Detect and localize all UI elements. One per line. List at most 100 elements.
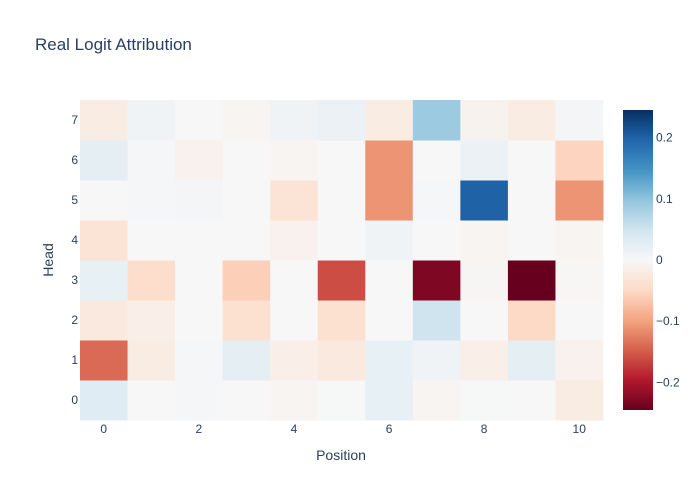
heatmap-cell[interactable]	[317, 340, 366, 381]
heatmap-cell[interactable]	[175, 260, 224, 301]
heatmap-cells	[80, 100, 604, 421]
heatmap-cell[interactable]	[270, 100, 319, 141]
heatmap-cell[interactable]	[460, 180, 509, 221]
heatmap-cell[interactable]	[80, 340, 129, 381]
heatmap-cell[interactable]	[507, 380, 556, 421]
heatmap-cell[interactable]	[270, 300, 319, 341]
heatmap-cell[interactable]	[460, 340, 509, 381]
heatmap-cell[interactable]	[317, 220, 366, 261]
heatmap-cell[interactable]	[317, 300, 366, 341]
heatmap-cell[interactable]	[127, 180, 176, 221]
x-tick-label: 0	[100, 422, 107, 436]
heatmap-cell[interactable]	[507, 100, 556, 141]
heatmap-cell[interactable]	[365, 100, 414, 141]
y-axis-ticks: 0 1 2 3 4 5 6 7	[71, 113, 78, 407]
heatmap-cell[interactable]	[127, 220, 176, 261]
heatmap-cell[interactable]	[80, 380, 129, 421]
heatmap-cell[interactable]	[460, 300, 509, 341]
heatmap-cell[interactable]	[460, 140, 509, 181]
heatmap-cell[interactable]	[222, 260, 271, 301]
heatmap-cell[interactable]	[507, 140, 556, 181]
y-tick-label: 7	[71, 113, 78, 127]
heatmap-cell[interactable]	[270, 380, 319, 421]
heatmap-cell[interactable]	[222, 220, 271, 261]
heatmap-cell[interactable]	[507, 220, 556, 261]
heatmap-cell[interactable]	[412, 380, 461, 421]
heatmap-cell[interactable]	[555, 260, 604, 301]
x-tick-label: 6	[386, 422, 393, 436]
heatmap-cell[interactable]	[80, 100, 129, 141]
heatmap-cell[interactable]	[460, 380, 509, 421]
heatmap-cell[interactable]	[222, 100, 271, 141]
heatmap-cell[interactable]	[412, 100, 461, 141]
heatmap-cell[interactable]	[270, 180, 319, 221]
heatmap-cell[interactable]	[270, 260, 319, 301]
heatmap-cell[interactable]	[365, 140, 414, 181]
heatmap-cell[interactable]	[270, 140, 319, 181]
heatmap-cell[interactable]	[127, 300, 176, 341]
x-axis-title: Position	[316, 447, 366, 463]
heatmap-cell[interactable]	[175, 180, 224, 221]
heatmap-cell[interactable]	[365, 340, 414, 381]
heatmap-cell[interactable]	[555, 140, 604, 181]
heatmap-cell[interactable]	[175, 100, 224, 141]
heatmap-cell[interactable]	[175, 220, 224, 261]
heatmap-cell[interactable]	[507, 260, 556, 301]
colorbar-tick-label: 0.1	[656, 192, 673, 206]
heatmap-cell[interactable]	[80, 260, 129, 301]
heatmap-cell[interactable]	[460, 220, 509, 261]
heatmap-cell[interactable]	[365, 220, 414, 261]
heatmap-cell[interactable]	[365, 260, 414, 301]
heatmap-cell[interactable]	[507, 180, 556, 221]
heatmap-cell[interactable]	[270, 340, 319, 381]
x-tick-label: 4	[291, 422, 298, 436]
heatmap-cell[interactable]	[507, 300, 556, 341]
heatmap-cell[interactable]	[317, 380, 366, 421]
heatmap-cell[interactable]	[127, 100, 176, 141]
y-tick-label: 6	[71, 153, 78, 167]
heatmap-cell[interactable]	[555, 220, 604, 261]
heatmap-cell[interactable]	[412, 220, 461, 261]
heatmap-cell[interactable]	[317, 180, 366, 221]
heatmap-cell[interactable]	[222, 180, 271, 221]
heatmap-cell[interactable]	[555, 340, 604, 381]
heatmap-cell[interactable]	[80, 180, 129, 221]
heatmap-cell[interactable]	[175, 340, 224, 381]
colorbar	[623, 110, 653, 410]
heatmap-cell[interactable]	[127, 260, 176, 301]
heatmap-cell[interactable]	[80, 300, 129, 341]
heatmap-cell[interactable]	[222, 300, 271, 341]
heatmap-cell[interactable]	[555, 380, 604, 421]
heatmap-cell[interactable]	[460, 100, 509, 141]
heatmap-cell[interactable]	[555, 180, 604, 221]
heatmap-cell[interactable]	[175, 380, 224, 421]
heatmap-cell[interactable]	[222, 140, 271, 181]
heatmap-cell[interactable]	[222, 340, 271, 381]
heatmap-cell[interactable]	[365, 380, 414, 421]
heatmap-cell[interactable]	[507, 340, 556, 381]
heatmap-cell[interactable]	[80, 140, 129, 181]
heatmap-cell[interactable]	[222, 380, 271, 421]
heatmap-cell[interactable]	[127, 380, 176, 421]
heatmap-cell[interactable]	[80, 220, 129, 261]
heatmap-cell[interactable]	[127, 140, 176, 181]
heatmap-cell[interactable]	[127, 340, 176, 381]
heatmap-cell[interactable]	[365, 300, 414, 341]
heatmap-cell[interactable]	[412, 340, 461, 381]
heatmap-cell[interactable]	[412, 140, 461, 181]
heatmap-cell[interactable]	[317, 100, 366, 141]
heatmap-cell[interactable]	[270, 220, 319, 261]
heatmap-cell[interactable]	[317, 140, 366, 181]
heatmap-cell[interactable]	[412, 260, 461, 301]
heatmap-cell[interactable]	[555, 100, 604, 141]
heatmap-cell[interactable]	[317, 260, 366, 301]
heatmap-cell[interactable]	[175, 300, 224, 341]
heatmap-cell[interactable]	[555, 300, 604, 341]
heatmap-cell[interactable]	[365, 180, 414, 221]
heatmap-cell[interactable]	[412, 180, 461, 221]
heatmap-cell[interactable]	[412, 300, 461, 341]
heatmap-cell[interactable]	[175, 140, 224, 181]
y-tick-label: 5	[71, 193, 78, 207]
heatmap-cell[interactable]	[460, 260, 509, 301]
